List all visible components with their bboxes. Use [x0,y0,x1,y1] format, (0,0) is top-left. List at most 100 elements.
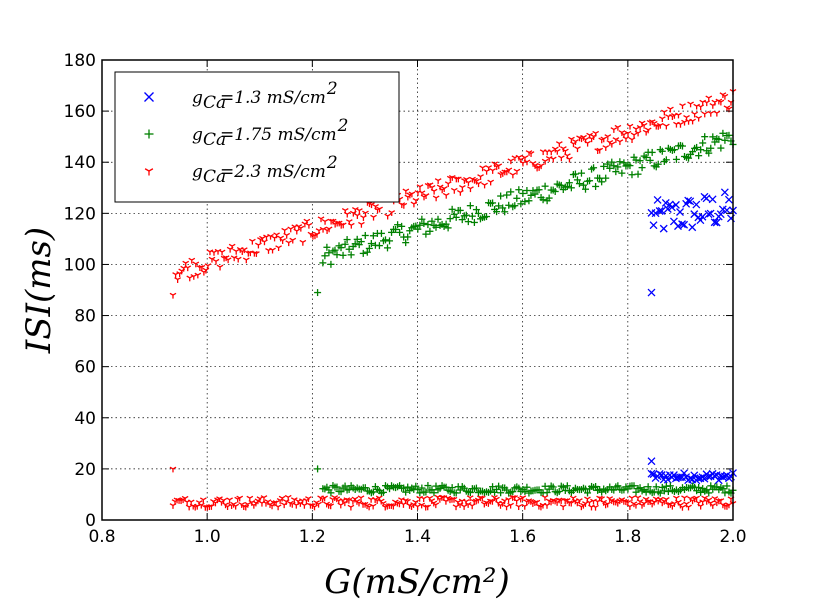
data-point [368,202,375,209]
data-point [686,197,695,206]
x-tick-label: 0.8 [88,527,115,547]
data-point [521,487,529,495]
data-point [702,194,711,203]
data-point [232,503,240,510]
legend-subscript: Ca [203,130,226,150]
data-point [402,239,410,247]
data-point [477,174,484,180]
data-point [414,225,422,233]
data-point [466,489,474,497]
data-point [521,198,529,206]
data-point [671,501,678,507]
data-point [624,130,632,137]
legend-symbol: g [192,88,203,108]
data-points [169,89,737,511]
data-point [362,210,369,217]
data-point [452,489,460,497]
data-point [267,233,274,240]
data-point [718,472,727,481]
data-point [692,200,701,209]
data-point [717,144,725,152]
data-point [555,141,563,147]
data-point [381,236,389,244]
data-point [713,110,721,117]
data-point [260,495,268,501]
data-point [402,188,410,195]
data-point [592,504,599,511]
data-point [557,181,565,189]
data-point [479,165,486,172]
data-point [507,158,515,165]
data-point [319,259,327,267]
data-point [394,221,402,229]
data-point [675,112,682,119]
data-point [705,95,713,102]
data-point [663,205,672,213]
data-point [472,484,480,492]
data-point [400,202,408,209]
data-point [672,155,680,163]
data-point [422,230,430,238]
data-point [327,503,335,510]
data-point [169,292,177,299]
legend-marker [144,92,154,102]
legend-subscript: Ca [203,167,226,187]
data-point [691,111,698,118]
data-point [634,130,642,137]
legend-superscript: 2 [337,116,349,136]
data-point [343,211,351,218]
data-point [432,482,440,490]
data-point [608,158,616,166]
data-point [356,208,363,214]
data-point [343,236,351,244]
legend-marker [144,168,154,176]
data-point [602,174,610,182]
data-point [649,470,658,479]
data-point [226,497,233,504]
data-point [325,249,333,257]
data-point [284,494,292,501]
data-point [636,157,644,165]
data-point [234,256,242,263]
data-point [384,213,392,220]
data-point [369,488,377,496]
data-point [240,247,248,254]
data-point [596,174,604,182]
data-point [610,127,618,133]
data-point [684,196,693,205]
data-point [678,142,686,150]
data-point [551,187,559,195]
data-point [693,495,700,502]
data-point [370,214,377,221]
data-point [724,195,733,204]
data-point [616,139,624,146]
data-point [667,203,676,212]
data-point [424,221,432,229]
data-point [388,210,396,216]
data-point [667,106,674,113]
data-point [341,240,349,248]
data-point [474,209,482,217]
data-point [402,488,410,496]
data-point [640,122,648,129]
data-point [513,194,521,202]
data-point [426,227,434,235]
data-point [503,504,510,511]
data-point [638,164,646,172]
data-point [305,222,313,229]
data-point [695,115,703,122]
data-point [472,206,480,214]
data-point [704,210,713,219]
data-point [648,148,656,156]
data-point [662,123,670,130]
data-point [687,101,694,108]
x-tick-label: 2.0 [719,527,746,547]
legend: g Ca=1.3 mS/cm 2g Ca=1.75 mS/cm 2g Ca=2.3 mS/… [114,71,400,203]
data-point [515,504,523,511]
data-point [626,162,634,170]
data-point [470,218,478,226]
data-point [559,504,567,511]
data-point [290,497,298,504]
data-point [361,231,369,239]
data-point [464,218,472,226]
